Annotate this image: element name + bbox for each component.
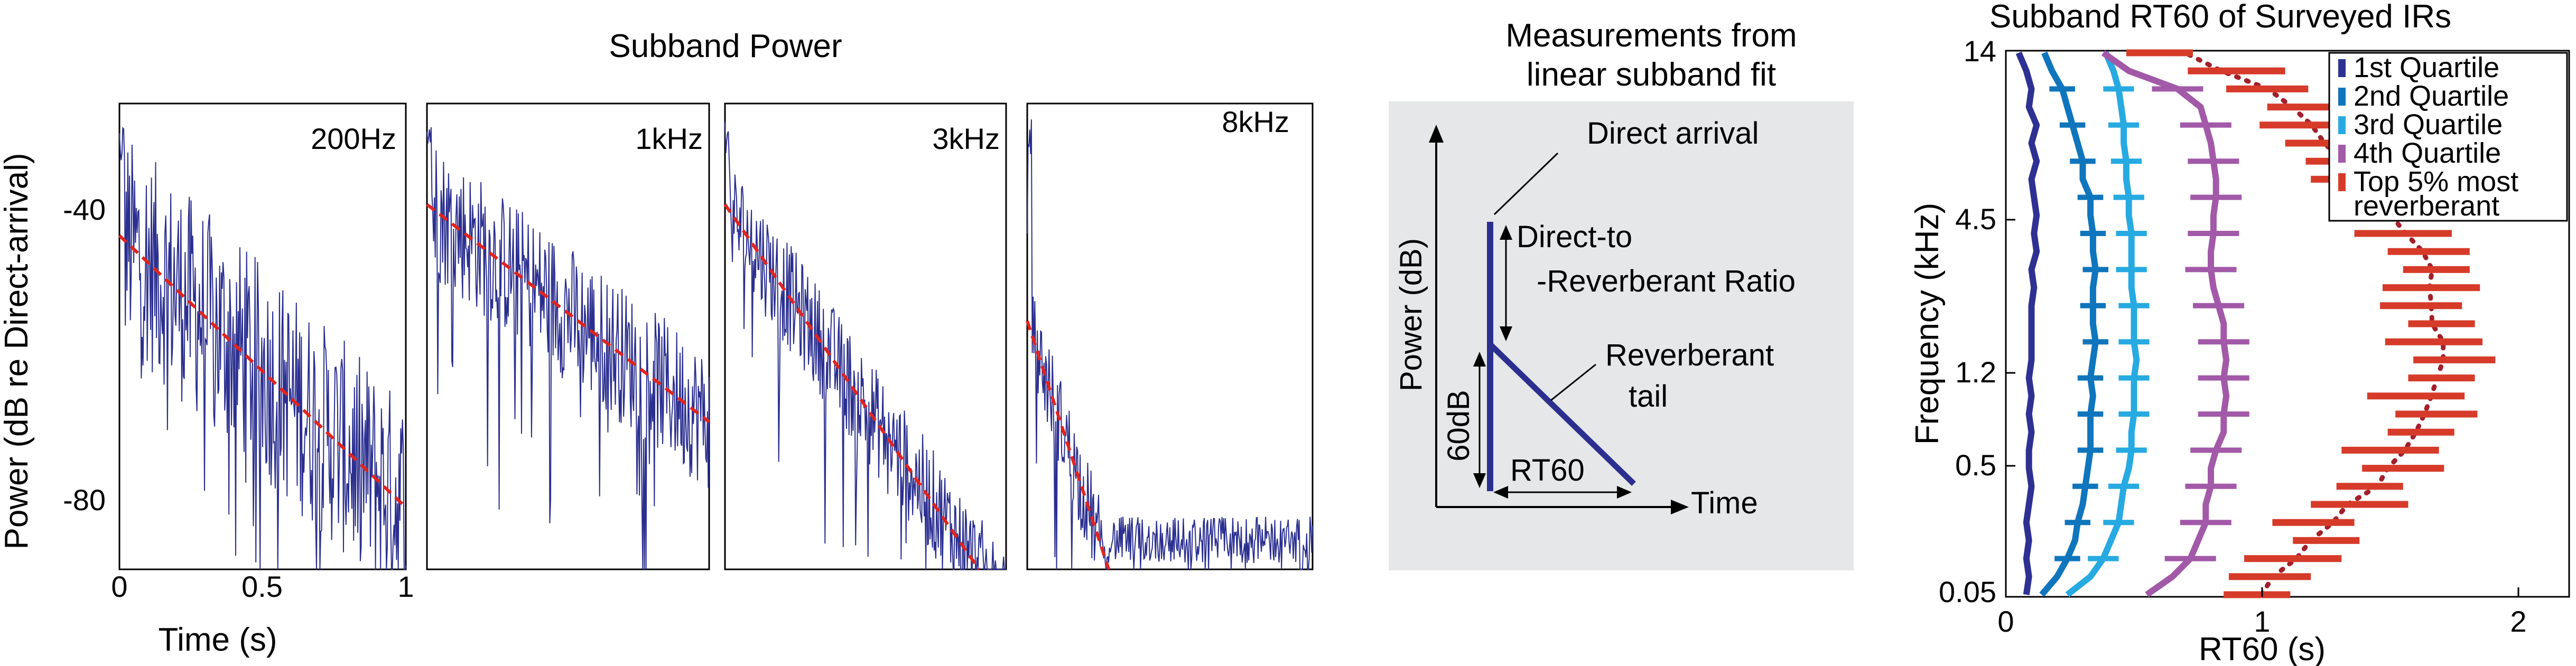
- subband-power-xlabel: Time (s): [159, 622, 277, 658]
- legend-label-q4: 4th Quartile: [2354, 137, 2501, 169]
- rt60-chart: Subband RT60 of Surveyed IRs 0.05 0.5 1.…: [1909, 0, 2570, 666]
- tail-label-line2: tail: [1629, 379, 1668, 414]
- rt60-ylabel: Frequency (kHz): [1909, 203, 1946, 445]
- rt60-ytick-1.2: 1.2: [1955, 355, 1996, 389]
- rt60-line-2: [2039, 51, 2099, 597]
- db60-label: 60dB: [1442, 390, 1476, 461]
- panel-frame: [1026, 102, 1314, 570]
- rt60-line-1: [2015, 51, 2040, 595]
- rt60-series-group: [2015, 49, 2496, 598]
- xtick-1: 1: [397, 570, 414, 603]
- panel-label-200hz: 200Hz: [311, 122, 396, 155]
- legend-label-q3: 3rd Quartile: [2354, 109, 2503, 140]
- diagram-xlabel: Time: [1691, 486, 1758, 520]
- power-trace-path: [426, 127, 710, 570]
- rt60-xtick-0: 0: [1997, 605, 2014, 638]
- ytick-minus80: -80: [63, 483, 106, 517]
- rt60-xlabel: RT60 (s): [2199, 631, 2326, 666]
- rt60-ytick-14: 14: [1964, 34, 1996, 68]
- panel-frame: [426, 102, 710, 570]
- rt60-ytick-4.5: 4.5: [1955, 202, 1996, 236]
- panel-label-8khz: 8kHz: [1222, 105, 1289, 138]
- subband-power-figure: Subband Power Power (dB re Direct-arriva…: [0, 28, 1314, 658]
- xtick-0: 0: [111, 570, 127, 603]
- legend-label-q1: 1st Quartile: [2354, 52, 2499, 83]
- power-trace-3khz: [724, 122, 1006, 570]
- subband-power-ylabel: Power (dB re Direct-arrival): [0, 153, 35, 549]
- panel-1khz: 1kHz: [426, 102, 710, 570]
- panel-label-1khz: 1kHz: [635, 122, 703, 155]
- rt60-line-3: [2065, 51, 2140, 597]
- drr-arrow-up-icon: [1500, 225, 1512, 240]
- power-trace-8khz: [1027, 119, 1313, 570]
- diagram-background: [1389, 101, 1854, 570]
- power-trace-1khz: [426, 127, 710, 570]
- rt60-legend: 1st Quartile 2nd Quartile 3rd Quartile 4…: [2328, 52, 2568, 222]
- rt60-xtick-1: 1: [2254, 605, 2270, 638]
- direct-arrival-leader: [1493, 152, 1559, 215]
- panel-frame: [724, 102, 1007, 570]
- power-trace-200hz: [119, 127, 406, 570]
- rt60-ytick-0.5: 0.5: [1955, 448, 1996, 482]
- db60-arrow-up-icon: [1473, 352, 1486, 367]
- panel-200hz: 200Hz: [118, 102, 407, 570]
- panel-label-3khz: 3kHz: [932, 122, 1000, 155]
- panel-frame: [118, 102, 407, 570]
- diagram-y-arrow-icon: [1429, 125, 1444, 143]
- tail-label-line1: Reverberant: [1605, 338, 1774, 372]
- drr-label-line2: -Reverberant Ratio: [1537, 264, 1796, 298]
- diagram-x-arrow-icon: [1671, 500, 1689, 514]
- panel-3khz: 3kHz: [723, 102, 1007, 570]
- tail-leader: [1550, 363, 1596, 401]
- power-trace-path: [1027, 119, 1313, 570]
- legend-label-top5: Top 5% most: [2354, 166, 2518, 198]
- rt60-title: Subband RT60 of Surveyed IRs: [1989, 0, 2451, 35]
- fit-line-3khz: [723, 203, 981, 570]
- xtick-0.5: 0.5: [241, 570, 283, 603]
- rt60-ytick-0.05: 0.05: [1939, 575, 1996, 608]
- legend-label-q2: 2nd Quartile: [2354, 80, 2509, 112]
- db60-arrow-down-icon: [1473, 473, 1486, 488]
- rt60-arrow-right-icon: [1617, 486, 1632, 499]
- legend-label-top5-cont: reverberant: [2354, 190, 2499, 222]
- fit-line-8khz: [1026, 320, 1111, 570]
- power-trace-path: [119, 127, 406, 570]
- measurement-diagram: Measurements from linear subband fit Pow…: [1389, 17, 1854, 570]
- reverberant-tail-line: [1488, 342, 1636, 486]
- drr-arrow-down-icon: [1500, 326, 1512, 341]
- fit-line-200hz: [118, 234, 407, 509]
- diagram-title-line1: Measurements from: [1505, 17, 1797, 54]
- diagram-ylabel: Power (dB): [1394, 238, 1428, 391]
- drr-label-line1: Direct-to: [1517, 220, 1632, 254]
- legend-box: [2328, 52, 2568, 222]
- rt60-xtick-2: 2: [2510, 605, 2526, 638]
- diagram-title-line2: linear subband fit: [1527, 57, 1776, 93]
- panel-8khz: 8kHz: [1026, 102, 1314, 570]
- power-trace-path: [724, 122, 1006, 570]
- rt60-arrow-left-icon: [1493, 486, 1508, 499]
- subband-power-title: Subband Power: [609, 28, 842, 64]
- rt60-line-4: [2101, 50, 2230, 597]
- fit-line-1khz: [426, 203, 710, 424]
- ytick-minus40: -40: [63, 193, 106, 226]
- rt60-diagram-label: RT60: [1510, 453, 1585, 487]
- direct-arrival-label: Direct arrival: [1587, 116, 1759, 151]
